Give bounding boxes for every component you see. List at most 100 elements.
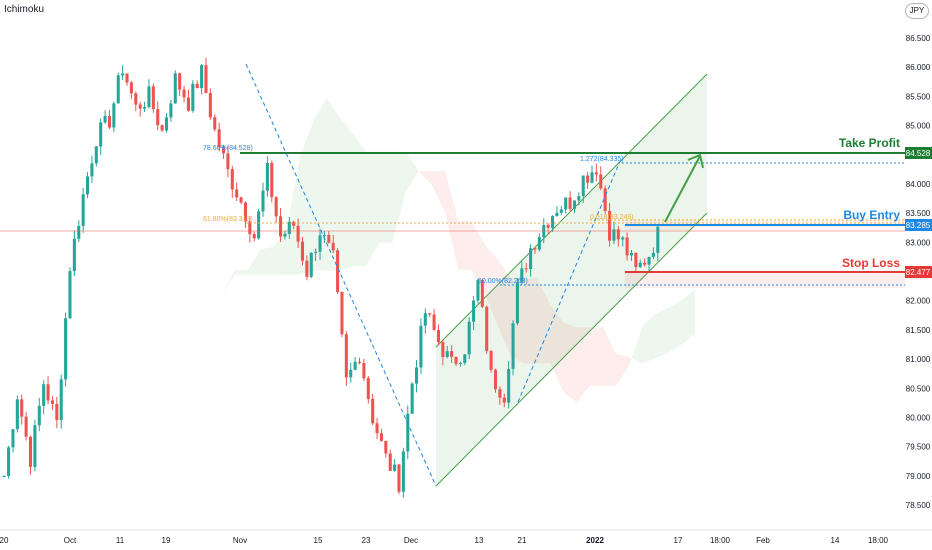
candle-body (520, 268, 524, 283)
candle-body (577, 196, 581, 201)
candle-body (410, 383, 414, 414)
price-tick-label: 83.500 (906, 209, 931, 218)
candle-body (450, 351, 454, 357)
candle-body (68, 271, 72, 319)
time-axis[interactable]: 20 Oct 11 19 Nov 15 23 Dec 13 21 2022 17 18:00 Feb 14 1… (0, 529, 932, 545)
price-tick-label: 83.000 (906, 238, 931, 247)
cloud-segment (550, 304, 564, 392)
candle-body (265, 162, 269, 191)
stop-loss-tag-text: 82.477 (906, 268, 931, 277)
candle-body (270, 162, 274, 198)
candle-body (489, 350, 493, 370)
candle-body (568, 197, 572, 209)
cloud-segment (576, 327, 590, 403)
candle-body (485, 306, 489, 351)
candle-body (371, 398, 375, 424)
candle-body (243, 202, 247, 222)
projection-arrow (664, 153, 704, 223)
cloud-segment (405, 151, 419, 192)
cloud-segment (352, 133, 367, 267)
time-tick-label: 23 (362, 536, 371, 545)
fib-label-786: 78.60%(84.528) (203, 145, 253, 152)
candle-body (581, 175, 585, 197)
price-tick-label: 78.500 (906, 501, 931, 510)
cloud-segment (668, 300, 682, 353)
candle-body (498, 389, 502, 398)
candle-body (612, 229, 616, 241)
candle-body (336, 250, 340, 292)
candle-body (572, 200, 576, 209)
cloud-segment (300, 120, 314, 275)
cloud-segment (563, 322, 577, 403)
candle-body (55, 403, 59, 421)
cloud-segment (339, 117, 353, 271)
cloud-segment (602, 327, 617, 386)
time-tick-label: Nov (233, 536, 247, 545)
indicator-label[interactable]: Ichimoku (4, 4, 45, 15)
candle-body (37, 405, 41, 426)
candle-body (221, 147, 226, 154)
candle-body (86, 176, 90, 195)
candle-body (375, 423, 379, 434)
candle-body (406, 413, 410, 452)
cloud-segment (655, 307, 669, 359)
candle-body (603, 188, 607, 211)
candle-body (397, 464, 401, 492)
candle-body (7, 447, 11, 477)
price-tick-label: 80.500 (906, 384, 931, 393)
candle-body (493, 369, 498, 390)
candles (2, 57, 660, 498)
candle-body (274, 197, 278, 217)
price-tick-label: 84.000 (906, 180, 931, 189)
price-tick-label: 81.000 (906, 355, 931, 364)
candle-body (121, 73, 125, 76)
candle-body (33, 425, 37, 467)
price-tick-label: 86.000 (906, 63, 931, 72)
cloud-segment (313, 97, 327, 271)
candle-body (15, 399, 19, 430)
price-axis[interactable]: 78.500 79.000 79.500 80.000 80.500 81.000 81.5… (905, 0, 932, 530)
candle-body (432, 314, 436, 331)
candle-body (533, 248, 537, 250)
candle-body (458, 362, 462, 364)
candle-body (651, 252, 655, 257)
candle-body (46, 384, 50, 401)
candle-body (226, 153, 230, 170)
candle-body (590, 172, 594, 183)
candle-body (401, 451, 405, 492)
take-profit-label: Take Profit (839, 136, 900, 150)
candle-body (261, 190, 265, 212)
price-tick-label: 81.500 (906, 326, 931, 335)
candle-body (379, 433, 383, 441)
candle-body (217, 129, 221, 148)
cloud-segment (681, 289, 696, 345)
candle-body (472, 300, 476, 322)
candle-body (28, 436, 33, 467)
time-tick-label: 18:00 (710, 536, 731, 545)
candle-body (296, 225, 300, 242)
cloud-segment (208, 295, 222, 312)
candle-body (300, 241, 305, 261)
cloud-segment (260, 246, 274, 275)
candle-body (283, 233, 287, 237)
candle-body (537, 237, 541, 250)
candle-body (235, 189, 239, 198)
candle-body (147, 86, 151, 108)
price-tick-label: 82.000 (906, 297, 931, 306)
candle-body (279, 216, 283, 237)
candle-body (252, 234, 256, 239)
candle-body (366, 378, 370, 399)
cloud-segment (471, 221, 485, 294)
candle-body (353, 361, 357, 370)
cloud-segment (392, 151, 406, 243)
candle-body (331, 242, 335, 251)
candle-body (103, 115, 107, 123)
candle-body (2, 476, 6, 478)
cloud-segment (326, 97, 340, 271)
candle-body (24, 416, 28, 437)
candle-body (42, 384, 46, 406)
candle-body (529, 248, 533, 270)
candle-body (230, 169, 234, 190)
cloud-segment (537, 278, 551, 364)
